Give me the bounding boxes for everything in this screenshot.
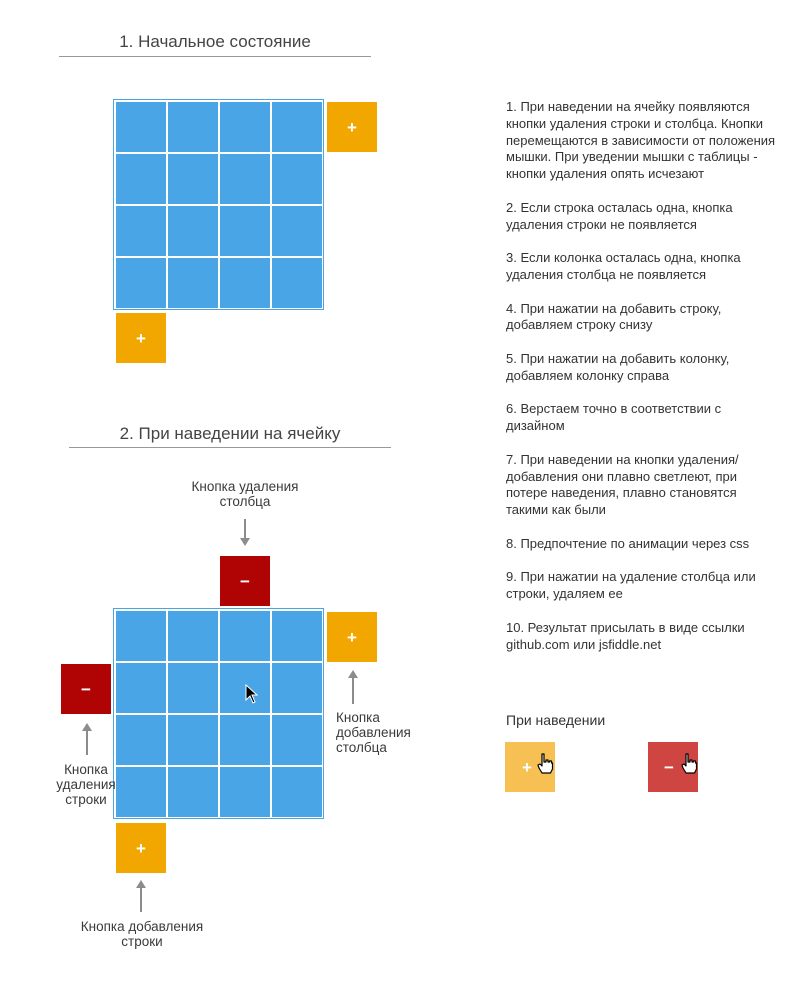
section-2-title: 2. При наведении на ячейку (119, 424, 341, 443)
table-cell[interactable] (220, 767, 270, 817)
list-item: 7. При наведении на кнопки удаления/доба… (506, 451, 739, 518)
table-cell[interactable] (272, 611, 322, 661)
table-cell[interactable] (116, 154, 166, 204)
table-initial (113, 99, 324, 310)
list-item: 2. Если строка осталась одна, кнопка уда… (506, 199, 733, 232)
section-1-title: 1. Начальное состояние (119, 32, 311, 51)
table-cell[interactable] (220, 102, 270, 152)
table-cell[interactable] (220, 715, 270, 765)
table-cell[interactable] (220, 258, 270, 308)
table-cell[interactable] (272, 767, 322, 817)
table-cell[interactable] (168, 611, 218, 661)
table-cell[interactable] (116, 663, 166, 713)
list-item: 8. Предпочтение по анимации через css (506, 535, 750, 551)
delete-column-button[interactable]: − (220, 556, 270, 606)
list-item: 6. Верстаем точно в соответствии с дизай… (506, 401, 722, 434)
list-item: 3. Если колонка осталась одна, кнопка уд… (506, 250, 741, 282)
add-row-annotation: Кнопка добавления строки (62, 919, 222, 949)
hand-cursor-icon (681, 753, 698, 774)
table-cell[interactable] (272, 154, 322, 204)
table-cell[interactable] (272, 258, 322, 308)
annotation-line: строки (65, 792, 107, 807)
arrow-to-delete-row (82, 723, 92, 755)
delete-column-annotation: Кнопка удаления столбца (170, 479, 320, 509)
annotation-line: столбца (336, 740, 387, 755)
table-hover (113, 608, 324, 819)
annotation-line: добавления (336, 725, 411, 740)
table-cell[interactable] (220, 663, 270, 713)
list-item: 4. При нажатии на добавить строку, добав… (506, 300, 722, 333)
list-item: 9. При нажатии на удаление столбца или с… (506, 569, 756, 602)
arrow-to-add-column (348, 670, 358, 704)
arrow-to-delete-column (240, 519, 250, 546)
arrow-to-add-row (136, 880, 146, 912)
table-cell[interactable] (272, 663, 322, 713)
table-cell[interactable] (272, 206, 322, 256)
requirements-list: 1. При наведении на ячейку появляются кн… (506, 99, 781, 670)
annotation-line: удаления (56, 777, 116, 792)
table-cell[interactable] (116, 715, 166, 765)
table-cell[interactable] (116, 258, 166, 308)
delete-row-button[interactable]: − (61, 664, 111, 714)
table-cell[interactable] (168, 767, 218, 817)
table-cell[interactable] (168, 715, 218, 765)
table-cell[interactable] (168, 154, 218, 204)
table-cell[interactable] (220, 154, 270, 204)
section-1-divider (59, 56, 371, 57)
table-cell[interactable] (168, 258, 218, 308)
table-cell[interactable] (168, 663, 218, 713)
add-row-button[interactable]: + (116, 313, 166, 363)
delete-symbol: − (664, 757, 674, 777)
table-cell[interactable] (116, 767, 166, 817)
annotation-line: Кнопка (64, 762, 108, 777)
cursor-icon (245, 684, 259, 704)
table-cell[interactable] (220, 206, 270, 256)
annotation-line: столбца (219, 494, 271, 509)
hand-cursor-icon (537, 753, 554, 774)
list-item: 10. Результат присылать в виде ссылки gi… (506, 619, 745, 652)
table-cell[interactable] (168, 102, 218, 152)
list-item: 1. При наведении на ячейку появляются кн… (506, 99, 776, 182)
table-cell[interactable] (116, 206, 166, 256)
add-column-annotation: Кнопка добавления столбца (336, 710, 436, 755)
annotation-line: Кнопка (336, 710, 380, 725)
table-cell[interactable] (220, 611, 270, 661)
annotation-line: Кнопка добавления (80, 919, 204, 934)
add-column-button-2[interactable]: + (327, 612, 377, 662)
annotation-line: строки (121, 934, 163, 949)
table-cell[interactable] (272, 102, 322, 152)
table-cell[interactable] (116, 102, 166, 152)
hover-state-title: При наведении (506, 712, 606, 728)
table-cell[interactable] (168, 206, 218, 256)
table-cell[interactable] (272, 715, 322, 765)
delete-row-annotation: Кнопка удаления строки (30, 762, 142, 807)
annotation-line: Кнопка удаления (191, 479, 299, 494)
section-2-divider (69, 447, 391, 448)
table-cell[interactable] (116, 611, 166, 661)
add-column-button[interactable]: + (327, 102, 377, 152)
add-row-button-2[interactable]: + (116, 823, 166, 873)
add-symbol: + (522, 757, 532, 777)
list-item: 5. При нажатии на добавить колонку, доба… (506, 350, 730, 383)
